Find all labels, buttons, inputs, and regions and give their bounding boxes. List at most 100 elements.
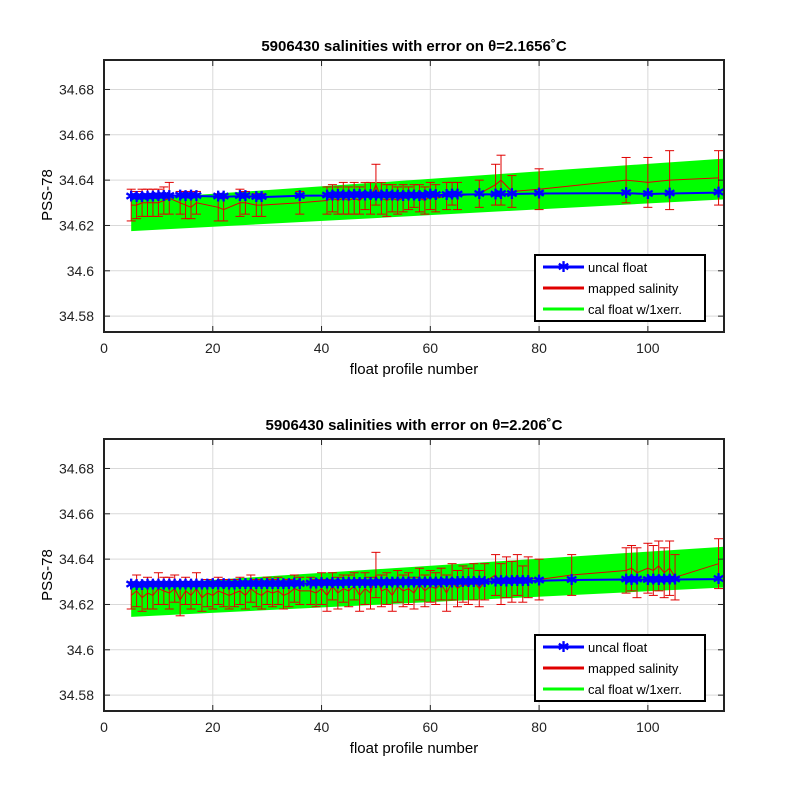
uncal-float-marker: ✱	[228, 576, 241, 593]
uncal-float-marker: ✱	[174, 576, 187, 593]
uncal-float-marker: ✱	[158, 188, 171, 205]
y-tick-label: 34.64	[59, 172, 94, 188]
uncal-float-marker: ✱	[386, 187, 399, 204]
y-tick-label: 34.64	[59, 551, 94, 567]
uncal-float-marker: ✱	[190, 188, 203, 205]
uncal-float-marker: ✱	[250, 576, 263, 593]
uncal-float-marker: ✱	[255, 189, 268, 206]
uncal-float-marker: ✱	[446, 187, 459, 204]
uncal-float-marker: ✱	[294, 576, 307, 593]
uncal-float-marker: ✱	[163, 576, 176, 593]
legend-label-cal: cal float w/1xerr.	[588, 682, 682, 697]
uncal-float-marker: ✱	[663, 186, 676, 203]
uncal-float-marker: ✱	[500, 573, 513, 590]
legend-label-cal: cal float w/1xerr.	[588, 302, 682, 317]
uncal-float-line	[131, 578, 719, 587]
y-tick-label: 34.58	[59, 687, 94, 703]
uncal-float-marker: ✱	[511, 573, 524, 590]
uncal-float-marker: ✱	[375, 575, 388, 592]
uncal-float-marker: ✱	[212, 576, 225, 593]
uncal-float-marker: ✱	[332, 187, 345, 204]
uncal-float-marker: ✱	[185, 188, 198, 205]
uncal-float-marker: ✱	[332, 575, 345, 592]
uncal-float-marker: ✱	[321, 188, 334, 205]
uncal-float-marker: ✱	[179, 188, 192, 205]
uncal-float-marker: ✱	[658, 572, 671, 589]
uncal-float-marker: ✱	[223, 576, 236, 593]
uncal-float-marker: ✱	[506, 573, 519, 590]
x-tick-label: 0	[100, 719, 108, 735]
uncal-float-marker: ✱	[130, 189, 143, 206]
uncal-float-marker: ✱	[712, 185, 725, 202]
y-tick-label: 34.62	[59, 217, 94, 233]
uncal-float-marker: ✱	[125, 189, 138, 206]
uncal-float-marker: ✱	[342, 187, 355, 204]
x-tick-label: 20	[205, 340, 221, 356]
salinity-chart-bottom: 5906430 salinities with error on θ=2.206…	[39, 417, 725, 757]
uncal-float-marker: ✱	[217, 576, 230, 593]
uncal-float-marker: ✱	[125, 577, 138, 594]
y-tick-label: 34.68	[59, 81, 94, 97]
uncal-float-marker: ✱	[565, 572, 578, 589]
uncal-float-marker: ✱	[321, 575, 334, 592]
uncal-float-marker: ✱	[408, 188, 421, 205]
uncal-float-marker: ✱	[266, 576, 279, 593]
legend-label-uncal: uncal float	[588, 260, 648, 275]
chart-title: 5906430 salinities with error on θ=2.206…	[266, 417, 563, 434]
uncal-float-marker: ✱	[468, 574, 481, 591]
uncal-float-marker: ✱	[364, 187, 377, 204]
uncal-float-marker: ✱	[288, 576, 301, 593]
uncal-float-marker: ✱	[234, 188, 247, 205]
uncal-float-marker: ✱	[451, 187, 464, 204]
uncal-float-marker: ✱	[147, 577, 160, 594]
uncal-float-marker: ✱	[315, 575, 328, 592]
uncal-float-marker: ✱	[141, 189, 154, 206]
uncal-float-marker: ✱	[136, 189, 149, 206]
uncal-float-marker: ✱	[440, 187, 453, 204]
uncal-float-marker: ✱	[353, 187, 366, 204]
uncal-float-marker: ✱	[473, 574, 486, 591]
uncal-float-marker: ✱	[413, 188, 426, 205]
uncal-float-marker: ✱	[326, 575, 339, 592]
legend-label-uncal: uncal float	[588, 640, 648, 655]
uncal-float-marker: ✱	[163, 188, 176, 205]
x-tick-label: 80	[531, 719, 547, 735]
uncal-float-marker: ✱	[495, 573, 508, 590]
uncal-float-marker: ✱	[201, 576, 214, 593]
uncal-float-marker: ✱	[359, 575, 372, 592]
x-tick-label: 60	[423, 719, 439, 735]
uncal-float-marker: ✱	[174, 187, 187, 204]
uncal-float-marker: ✱	[620, 185, 633, 202]
x-tick-label: 80	[531, 340, 547, 356]
uncal-float-marker: ✱	[652, 572, 665, 589]
legend-marker-uncal: ✱	[557, 639, 570, 656]
uncal-float-marker: ✱	[402, 575, 415, 592]
y-tick-label: 34.66	[59, 127, 94, 143]
uncal-float-marker: ✱	[457, 574, 470, 591]
uncal-float-marker: ✱	[359, 187, 372, 204]
uncal-float-marker: ✱	[348, 187, 361, 204]
uncal-float-series: ✱✱✱✱✱✱✱✱✱✱✱✱✱✱✱✱✱✱✱✱✱✱✱✱✱✱✱✱✱✱✱✱✱✱✱✱✱✱✱✱…	[125, 185, 725, 207]
uncal-float-marker: ✱	[424, 574, 437, 591]
uncal-float-marker: ✱	[712, 571, 725, 588]
uncal-float-marker: ✱	[364, 575, 377, 592]
y-tick-label: 34.6	[67, 642, 94, 658]
uncal-float-marker: ✱	[190, 576, 203, 593]
uncal-float-marker: ✱	[206, 576, 219, 593]
uncal-float-marker: ✱	[239, 576, 252, 593]
uncal-float-marker: ✱	[348, 575, 361, 592]
uncal-float-marker: ✱	[381, 187, 394, 204]
uncal-float-marker: ✱	[245, 576, 258, 593]
uncal-float-marker: ✱	[196, 577, 209, 594]
legend-label-mapped: mapped salinity	[588, 661, 679, 676]
y-tick-label: 34.68	[59, 460, 94, 476]
uncal-float-marker: ✱	[424, 187, 437, 204]
mapped-salinity-line	[130, 563, 719, 601]
uncal-float-marker: ✱	[141, 577, 154, 594]
uncal-float-marker: ✱	[647, 572, 660, 589]
uncal-float-marker: ✱	[375, 187, 388, 204]
uncal-float-marker: ✱	[533, 186, 546, 203]
legend: ✱ uncal float mapped salinity cal float …	[534, 254, 706, 322]
uncal-float-marker: ✱	[185, 576, 198, 593]
